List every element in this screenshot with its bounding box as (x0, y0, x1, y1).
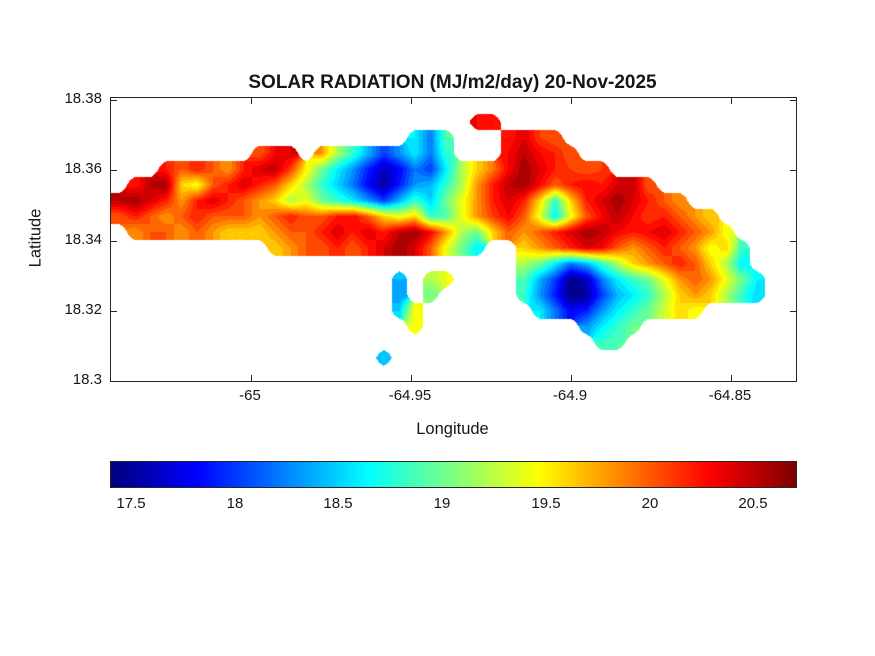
colorbar-tick-label: 20.5 (738, 495, 768, 512)
axis-tick-mark (790, 100, 796, 101)
colorbar-tick-label: 19 (433, 495, 451, 512)
y-tick-label: 18.38 (64, 90, 102, 107)
axis-tick-mark (790, 311, 796, 312)
x-axis-label: Longitude (416, 420, 489, 438)
contour-map-canvas (111, 98, 796, 381)
colorbar-tick-label: 19.5 (531, 495, 561, 512)
axis-tick-mark (790, 170, 796, 171)
x-tick-label: -64.9 (552, 387, 588, 404)
plot-area (110, 97, 797, 382)
axis-tick-mark (111, 311, 117, 312)
x-tick-label: -64.85 (708, 387, 752, 404)
y-tick-label: 18.3 (72, 371, 102, 388)
axis-tick-mark (111, 170, 117, 171)
colorbar-tick-label: 17.5 (116, 495, 146, 512)
x-tick-label: -64.95 (388, 387, 432, 404)
axis-tick-mark (411, 375, 412, 381)
axis-tick-mark (251, 375, 252, 381)
axis-tick-mark (571, 98, 572, 104)
y-tick-label: 18.36 (64, 160, 102, 177)
colorbar-tick-label: 18 (226, 495, 244, 512)
axis-tick-mark (571, 375, 572, 381)
axis-tick-mark (111, 100, 117, 101)
chart-title: SOLAR RADIATION (MJ/m2/day) 20-Nov-2025 (248, 72, 657, 93)
axis-tick-mark (411, 98, 412, 104)
colorbar-tick-label: 18.5 (323, 495, 353, 512)
axis-tick-mark (790, 381, 796, 382)
colorbar-tick-label: 20 (641, 495, 659, 512)
y-tick-label: 18.32 (64, 301, 102, 318)
axis-tick-mark (731, 375, 732, 381)
axis-tick-mark (251, 98, 252, 104)
y-tick-label: 18.34 (64, 231, 102, 248)
axis-tick-mark (731, 98, 732, 104)
axis-tick-mark (790, 241, 796, 242)
axis-tick-mark (111, 381, 117, 382)
colorbar (110, 461, 797, 488)
x-tick-label: -65 (239, 387, 261, 404)
colorbar-gradient-canvas (111, 462, 796, 487)
axis-tick-mark (111, 241, 117, 242)
